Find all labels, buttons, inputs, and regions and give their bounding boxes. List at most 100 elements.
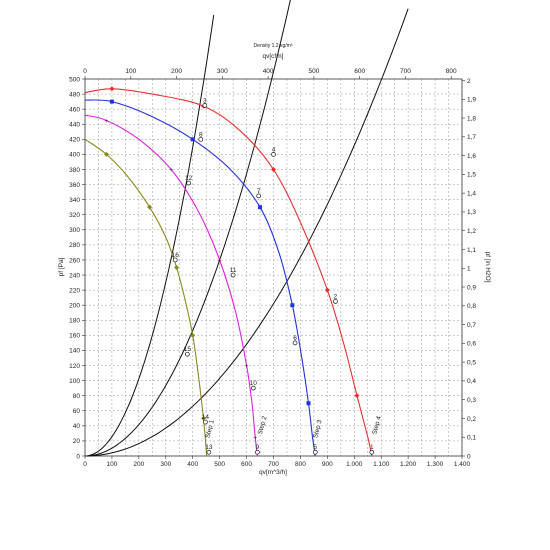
x-tick-label: 1.300 [427, 461, 444, 468]
x-tick-label: 1.200 [400, 461, 417, 468]
data-point [190, 332, 196, 338]
data-point [290, 303, 295, 308]
y2-tick-label: 0 [467, 453, 471, 460]
y-tick-label: 140 [69, 348, 80, 355]
y2-tick-label: 1,6 [467, 153, 476, 160]
operating-point [186, 180, 192, 186]
x-tick-label: 900 [322, 461, 333, 468]
y-tick-label: 340 [69, 197, 80, 204]
y2-tick-label: 1 [467, 266, 471, 273]
series-line [84, 138, 208, 457]
data-point [104, 151, 110, 157]
data-point [200, 415, 206, 421]
x-tick-label: 800 [295, 461, 306, 468]
operating-point [292, 340, 298, 346]
operating-point-label: 8 [199, 131, 203, 138]
y-tick-label: 420 [69, 137, 80, 144]
chart-title: Density 1.2 kg/m³ [254, 43, 293, 49]
y2-tick-label: 1,3 [467, 209, 476, 216]
y2-tick-label: 0,5 [467, 359, 476, 366]
y-tick-label: 400 [69, 152, 80, 159]
x-tick-label: 600 [241, 461, 252, 468]
x-tick-label: 100 [106, 461, 117, 468]
x2-tick-label: 500 [308, 68, 319, 75]
x2-tick-label: 0 [83, 68, 87, 75]
operating-point-label: 3 [203, 97, 207, 104]
y-axis-label: pf [Pa] [58, 257, 65, 276]
system-curve [84, 0, 291, 457]
operating-point [254, 449, 260, 455]
y-tick-label: 220 [69, 287, 80, 294]
operating-point [202, 103, 208, 108]
series-line [84, 88, 373, 457]
operating-point [172, 257, 178, 263]
y2-tick-label: 0,6 [467, 341, 476, 348]
x-tick-label: 1.000 [346, 461, 363, 468]
x-tick-label: 700 [268, 461, 279, 468]
operating-point-label: 6 [293, 335, 297, 342]
y-tick-label: 260 [69, 257, 80, 264]
operating-point-label: 13 [205, 444, 213, 451]
y2-tick-label: 1,7 [467, 134, 476, 141]
data-point [324, 287, 330, 293]
y2-tick-label: 1,1 [467, 247, 476, 254]
series-line [84, 114, 258, 457]
operating-point [256, 193, 262, 199]
x2-axis-label: qv[cfm] [263, 53, 284, 60]
x2-tick-label: 200 [171, 68, 182, 75]
y-tick-label: 320 [69, 212, 80, 219]
y2-tick-label: 2 [467, 78, 471, 85]
y2-tick-label: 1,4 [467, 190, 476, 197]
data-point [354, 393, 360, 399]
x2-tick-label: 100 [125, 68, 136, 75]
operating-point-label: 7 [257, 188, 261, 195]
operating-point-label: 4 [272, 146, 276, 153]
y-tick-label: 160 [69, 333, 80, 340]
y2-tick-label: 1,9 [467, 97, 476, 104]
operating-point-label: 9 [256, 444, 260, 451]
y2-tick-label: 0,8 [467, 303, 476, 310]
y-tick-label: 440 [69, 122, 80, 129]
operating-point [203, 419, 208, 425]
data-point: + [253, 435, 257, 442]
x-tick-label: 300 [160, 461, 171, 468]
y-tick-label: 380 [69, 167, 80, 174]
operating-point-label: 11 [230, 267, 237, 274]
system-curve [84, 8, 409, 457]
y2-tick-label: 0,2 [467, 416, 476, 423]
operating-point [271, 152, 276, 157]
data-point: + [105, 118, 109, 125]
y-tick-label: 360 [69, 182, 80, 189]
operating-point [230, 272, 236, 278]
y-tick-label: 180 [69, 318, 80, 325]
data-point: + [169, 167, 173, 174]
series-label: Step 4 [371, 415, 383, 435]
axis-ticks: 0 100 200 300 400 500 600 700 800 900 1.000 1.100 1.… [69, 68, 476, 468]
y-tick-label: 0 [76, 453, 80, 460]
x-tick-label: 200 [133, 461, 144, 468]
operating-point [369, 449, 375, 455]
data-point: + [245, 363, 249, 370]
y2-tick-label: 1,8 [467, 115, 476, 122]
y2-tick-label: 0,9 [467, 284, 476, 291]
x2-tick-label: 300 [217, 68, 228, 75]
x-tick-label: 1.400 [454, 461, 471, 468]
y2-axis-label: pf [in H2O] [484, 251, 491, 282]
x-axis-label: qv[m^3/h] [259, 469, 287, 476]
system-curves [84, 0, 409, 457]
y2-tick-label: 0,7 [467, 322, 476, 329]
x-tick-label: 500 [214, 461, 225, 468]
y2-tick-label: 1,2 [467, 228, 476, 235]
y-tick-label: 120 [69, 363, 80, 370]
series-label: Step 1 [204, 419, 216, 439]
y2-tick-label: 1,5 [467, 172, 476, 179]
x2-tick-label: 800 [446, 68, 457, 75]
data-point [174, 265, 180, 270]
operating-point-label: 1 [370, 444, 374, 451]
data-point [109, 99, 114, 104]
y-tick-label: 460 [69, 106, 80, 113]
operating-point-label: 15 [184, 346, 192, 353]
operating-point-label: 16 [172, 252, 180, 259]
y-tick-label: 500 [69, 76, 80, 83]
